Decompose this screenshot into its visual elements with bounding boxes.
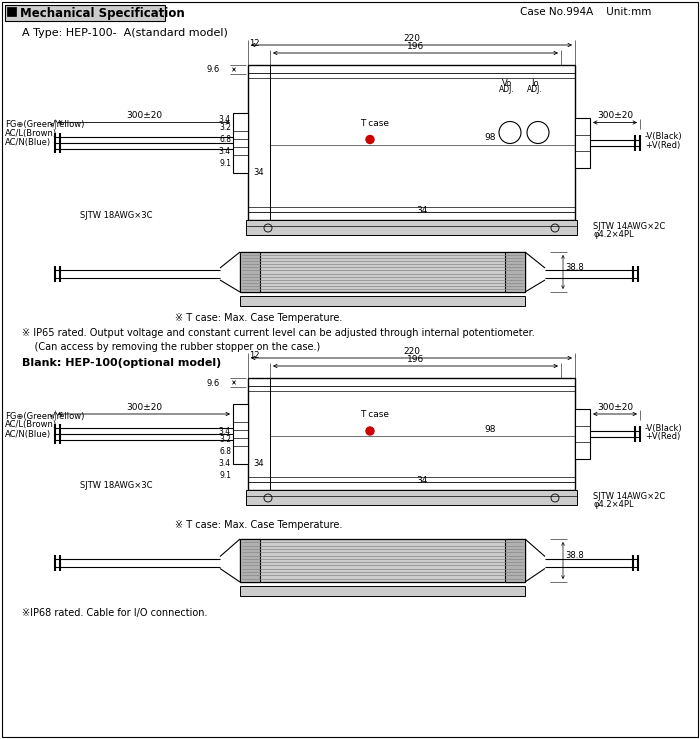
Bar (7, 7, 16, 16)
Text: -V(Black): -V(Black) (645, 132, 682, 141)
Text: 3.4: 3.4 (219, 146, 231, 155)
Bar (240, 539, 260, 582)
Circle shape (366, 135, 374, 143)
Bar (240, 586, 525, 596)
Text: ※ T case: Max. Case Temperature.: ※ T case: Max. Case Temperature. (175, 520, 342, 530)
Text: 3.4: 3.4 (219, 427, 231, 437)
Text: AC/L(Brown): AC/L(Brown) (5, 129, 57, 138)
Text: 12: 12 (249, 38, 260, 47)
Text: 300±20: 300±20 (597, 403, 633, 412)
Text: (Can access by removing the rubber stopper on the case.): (Can access by removing the rubber stopp… (22, 342, 321, 352)
Bar (246, 220, 577, 235)
Bar (575, 409, 590, 459)
Bar (5, 5, 165, 21)
Text: T case: T case (360, 410, 389, 419)
Text: 3.2: 3.2 (219, 435, 231, 444)
Text: 9.6: 9.6 (206, 66, 220, 75)
Bar (240, 296, 525, 306)
Text: φ4.2×4PL: φ4.2×4PL (593, 230, 634, 239)
Text: SJTW 18AWG×3C: SJTW 18AWG×3C (80, 480, 153, 489)
Bar (233, 112, 248, 172)
Bar (575, 118, 590, 168)
Text: Io: Io (531, 79, 539, 88)
Text: 9.1: 9.1 (219, 158, 231, 168)
Text: FG⊕(Green/Yellow): FG⊕(Green/Yellow) (5, 412, 85, 420)
Text: SJTW 14AWG×2C: SJTW 14AWG×2C (593, 492, 665, 501)
Text: 196: 196 (407, 355, 424, 364)
Text: 9.6: 9.6 (206, 378, 220, 387)
Text: ADJ.: ADJ. (499, 85, 515, 94)
Text: 98: 98 (484, 424, 496, 434)
Text: 3.4: 3.4 (219, 115, 231, 123)
Text: 9.1: 9.1 (219, 471, 231, 480)
Bar (240, 539, 525, 582)
Text: 220: 220 (403, 347, 420, 356)
Text: +V(Red): +V(Red) (645, 432, 680, 441)
Text: 3.4: 3.4 (219, 460, 231, 469)
Text: 3.2: 3.2 (219, 123, 231, 132)
Text: 6.8: 6.8 (219, 134, 231, 143)
Text: 300±20: 300±20 (126, 112, 162, 120)
Text: SJTW 18AWG×3C: SJTW 18AWG×3C (80, 211, 153, 219)
Text: FG⊕(Green/Yellow): FG⊕(Green/Yellow) (5, 120, 85, 129)
Circle shape (366, 427, 374, 435)
Text: 6.8: 6.8 (219, 448, 231, 457)
Text: φ4.2×4PL: φ4.2×4PL (593, 500, 634, 509)
Text: ADJ.: ADJ. (527, 85, 543, 94)
Text: Mechanical Specification: Mechanical Specification (20, 7, 185, 20)
Text: A Type: HEP-100-  A(standard model): A Type: HEP-100- A(standard model) (22, 28, 228, 38)
Bar (240, 252, 525, 292)
Text: Blank: HEP-100(optional model): Blank: HEP-100(optional model) (22, 358, 221, 368)
Text: SJTW 14AWG×2C: SJTW 14AWG×2C (593, 222, 665, 231)
Text: Vo: Vo (502, 79, 512, 88)
Text: 38.8: 38.8 (565, 262, 584, 271)
Text: 34: 34 (416, 476, 427, 485)
Bar (505, 539, 525, 582)
Text: ※IP68 rated. Cable for I/O connection.: ※IP68 rated. Cable for I/O connection. (22, 608, 207, 618)
Text: +V(Red): +V(Red) (645, 141, 680, 150)
Text: AC/L(Brown): AC/L(Brown) (5, 420, 57, 429)
Bar (240, 252, 260, 292)
Text: 12: 12 (249, 352, 260, 361)
Text: 38.8: 38.8 (565, 551, 584, 560)
Text: Case No.994A    Unit:mm: Case No.994A Unit:mm (520, 7, 652, 17)
Bar (505, 252, 525, 292)
Text: 34: 34 (253, 168, 265, 177)
Text: 300±20: 300±20 (126, 403, 162, 412)
Text: T case: T case (360, 118, 389, 128)
Text: 98: 98 (484, 133, 496, 142)
Text: AC/N(Blue): AC/N(Blue) (5, 138, 51, 147)
Bar (248, 378, 575, 490)
Text: 34: 34 (416, 206, 427, 215)
Text: 220: 220 (403, 34, 420, 43)
Text: 300±20: 300±20 (597, 112, 633, 120)
Text: ※ IP65 rated. Output voltage and constant current level can be adjusted through : ※ IP65 rated. Output voltage and constan… (22, 328, 535, 338)
Bar (246, 490, 577, 505)
Text: 196: 196 (407, 42, 424, 51)
Bar (233, 404, 248, 464)
Text: -V(Black): -V(Black) (645, 423, 682, 432)
Bar (248, 65, 575, 220)
Text: AC/N(Blue): AC/N(Blue) (5, 429, 51, 438)
Text: ※ T case: Max. Case Temperature.: ※ T case: Max. Case Temperature. (175, 313, 342, 323)
Text: 34: 34 (253, 460, 265, 469)
